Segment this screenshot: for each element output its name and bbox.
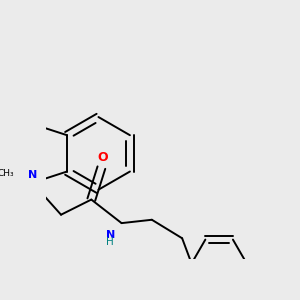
Text: O: O [97, 151, 108, 164]
Text: H: H [106, 237, 114, 247]
Text: CH₃: CH₃ [0, 169, 14, 178]
Text: N: N [28, 170, 37, 180]
Text: N: N [106, 230, 116, 240]
